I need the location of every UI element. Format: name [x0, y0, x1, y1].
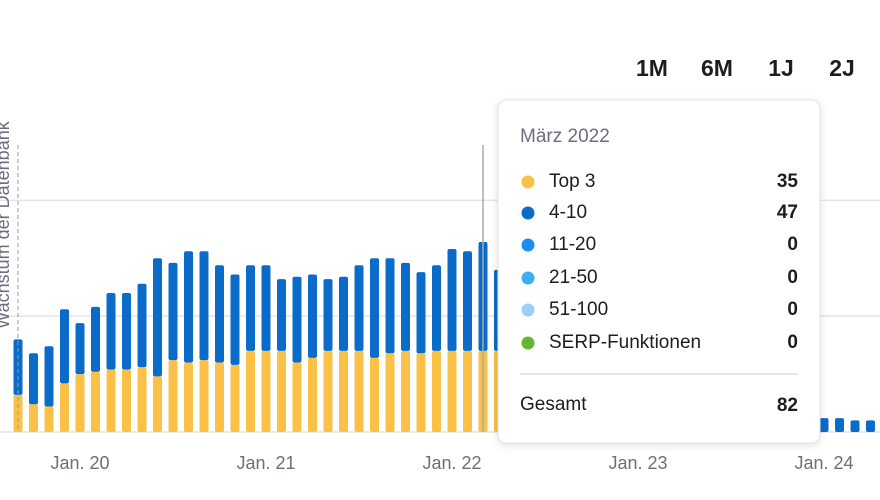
bar-segment: [60, 383, 69, 432]
bar-segment: [432, 350, 441, 432]
bar-segment: [153, 258, 162, 377]
bar-segment: [246, 350, 255, 432]
bar-segment: [447, 248, 457, 351]
period-button[interactable]: 2J: [829, 55, 855, 81]
bar-segment: [29, 404, 38, 432]
bar-segment: [277, 279, 286, 351]
bar-segment: [354, 265, 364, 351]
bar-segment: [292, 276, 302, 363]
bar-segment: [60, 309, 69, 384]
bar-segment: [370, 258, 379, 358]
bar-segment: [323, 279, 333, 351]
tooltip-row-value: 35: [777, 171, 799, 192]
tooltip-row-label: 21-50: [549, 267, 598, 288]
bar-segment: [277, 350, 286, 432]
tooltip-row-value: 0: [787, 299, 798, 320]
bar-segment: [199, 360, 209, 432]
tooltip-row-label: Top 3: [549, 171, 595, 192]
bar-segment: [106, 293, 116, 370]
bar-segment: [75, 374, 85, 432]
bar-segment: [850, 420, 860, 432]
bar-segment: [308, 357, 317, 432]
tooltip-total-label: Gesamt: [520, 394, 587, 415]
tooltip-total: 82: [777, 395, 798, 416]
bar-segment: [385, 258, 395, 354]
legend-dot: [521, 271, 535, 285]
bar-segment: [354, 350, 364, 432]
bar-segment: [339, 350, 348, 432]
tooltip-row-label: 4-10: [549, 202, 587, 223]
bar-segment: [137, 367, 147, 432]
bar-segment: [261, 350, 271, 432]
legend-dot: [521, 238, 535, 252]
bar-segment: [447, 350, 457, 432]
legend-dot: [521, 206, 535, 220]
bar-segment: [463, 251, 472, 351]
bar-segment: [168, 360, 178, 432]
bar-segment: [122, 369, 131, 432]
bar-segment: [866, 420, 875, 432]
bar-segment: [91, 306, 100, 372]
bar-segment: [339, 276, 348, 351]
bar-segment: [246, 265, 255, 351]
legend-dot: [521, 303, 535, 317]
x-tick-label: Jan. 23: [608, 453, 667, 473]
tooltip-row-value: 0: [787, 332, 798, 353]
bar-segment: [106, 369, 116, 432]
bar-segment: [75, 323, 85, 375]
y-axis-label: Wachstum der Datenbank: [0, 120, 13, 328]
legend-dot: [521, 175, 535, 189]
bar-segment: [835, 418, 844, 432]
bar-segment: [184, 251, 193, 363]
bar-segment: [230, 274, 240, 365]
bar-segment: [44, 346, 54, 407]
bar-segment: [29, 353, 38, 405]
bar-segment: [370, 357, 379, 432]
bar-segment: [184, 362, 193, 432]
period-button[interactable]: 1M: [636, 55, 668, 81]
bar-segment: [122, 293, 131, 370]
bar-segment: [416, 272, 426, 354]
bar-segment: [432, 265, 441, 351]
bar-segment: [230, 364, 240, 432]
x-tick-label: Jan. 24: [794, 453, 853, 473]
bar-segment: [416, 353, 426, 432]
bar-segment: [44, 406, 54, 432]
bar-segment: [261, 265, 271, 351]
bar-segment: [401, 262, 410, 351]
bar-segment: [819, 418, 829, 432]
bar-segment: [308, 274, 317, 358]
tooltip-row-value: 47: [777, 202, 798, 223]
period-selector: 1M 6M 1J 2J: [636, 55, 855, 81]
tooltip: März 2022 Gesamt 82 Top 3 35 4-10 47 11-20 0 2…: [497, 99, 821, 444]
legend-dot: [521, 336, 535, 350]
period-button[interactable]: 6M: [701, 55, 733, 81]
bar-segment: [153, 376, 162, 432]
bar-segment: [385, 353, 395, 432]
bar-segment: [463, 350, 472, 432]
bar-segment: [168, 262, 178, 361]
tooltip-row-label: 11-20: [549, 234, 596, 255]
tooltip-row-value: 0: [787, 234, 798, 255]
x-tick-label: Jan. 21: [236, 453, 295, 473]
bar-segment: [215, 265, 224, 363]
bar-segment: [323, 350, 333, 432]
bar-segment: [292, 362, 302, 432]
plot: Jan. 20 Jan. 21 Jan. 22 Jan. 23 Jan. 24: [0, 199, 880, 473]
tooltip-row-value: 0: [787, 267, 798, 288]
tooltip-row-label: SERP-Funktionen: [549, 332, 701, 353]
x-tick-label: Jan. 20: [50, 453, 109, 473]
bar-segment: [13, 339, 23, 395]
period-button[interactable]: 1J: [768, 55, 794, 81]
tooltip-title: März 2022: [520, 126, 610, 147]
x-tick-label: Jan. 22: [422, 453, 481, 473]
bar-segment: [401, 350, 410, 432]
bar-segment: [215, 362, 224, 432]
bar-segment: [137, 283, 147, 368]
tooltip-box: [497, 99, 821, 444]
bar-segment: [199, 251, 209, 361]
bar-segment: [91, 371, 100, 432]
tooltip-row-label: 51-100: [549, 299, 608, 320]
